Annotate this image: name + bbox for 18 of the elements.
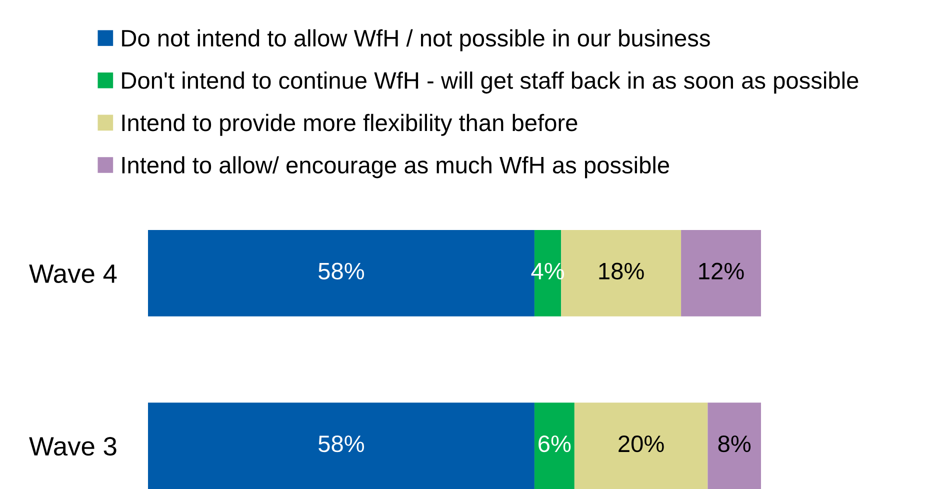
- y-tick-label: Wave 3: [29, 436, 116, 456]
- legend-label: Don't intend to continue WfH - will get staff back in as soon as possible: [122, 72, 858, 94]
- bar: [534, 402, 574, 489]
- bar: [681, 230, 761, 316]
- legend-label: Intend to provide more flexibility than before: [122, 114, 578, 136]
- bar: [708, 402, 761, 489]
- legend-label: Do not intend to allow WfH / not possible in our business: [122, 29, 710, 52]
- data-label: 8%: [718, 435, 751, 452]
- bar: [574, 402, 708, 489]
- data-label: 18%: [599, 262, 644, 280]
- data-label: 12%: [699, 262, 744, 280]
- data-label: 20%: [618, 435, 664, 452]
- legend-label: Intend to allow/ encourage as much WfH as possible: [122, 156, 670, 178]
- y-tick-label: Wave 4: [29, 264, 117, 283]
- data-label: 6%: [538, 435, 571, 452]
- bar: [148, 402, 534, 489]
- data-label: 58%: [318, 435, 364, 452]
- data-label: 58%: [318, 262, 364, 280]
